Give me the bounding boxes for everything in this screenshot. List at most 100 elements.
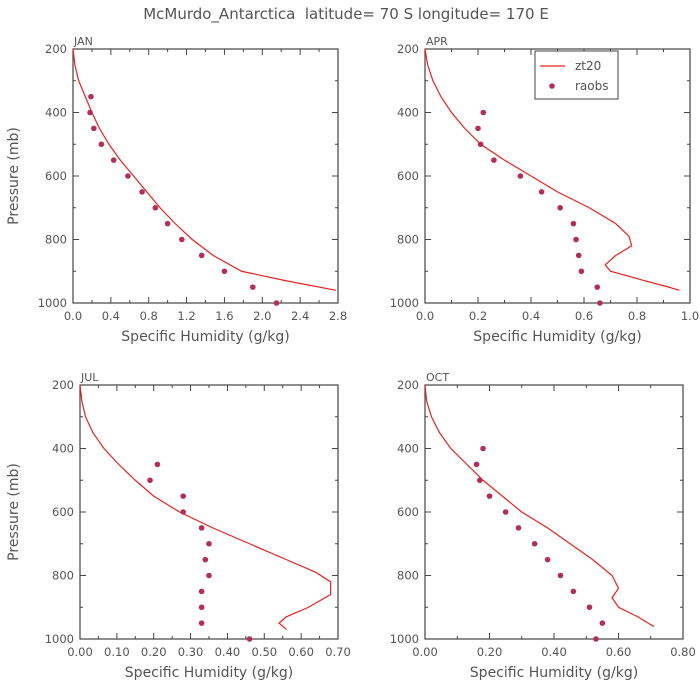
- panel-label: APR: [426, 35, 448, 48]
- x-axis-title: Specific Humidity (g/kg): [121, 329, 289, 345]
- data-point-raobs: [480, 445, 486, 452]
- y-tick-label: 1000: [390, 632, 419, 646]
- data-point-raobs: [125, 173, 131, 179]
- data-point-raobs: [179, 236, 185, 243]
- x-tick-label: 0.80: [670, 645, 696, 659]
- panel-jul: JUL 0.00 0.10 0.20 0.30 0.40 0.50 0.60 0.70 200 40…: [6, 371, 351, 681]
- x-tick-label: 0.60: [288, 645, 314, 659]
- chart-panels: JAN 0.0 0.4 0.8 1.2 1.6 2.0 2.4 2.8 200 400 600 800 1…: [6, 35, 699, 681]
- data-point-raobs: [517, 173, 524, 179]
- x-tick-label: 2.0: [253, 309, 271, 323]
- data-point-raobs: [87, 109, 93, 116]
- x-tick-label: 0.40: [541, 645, 567, 659]
- y-tick-label: 200: [397, 42, 419, 56]
- x-axis-title: Specific Humidity (g/kg): [125, 665, 293, 681]
- plot-frame: [424, 384, 684, 640]
- x-tick-label: 0.0: [64, 309, 82, 323]
- data-point-raobs: [221, 268, 228, 275]
- data-point-raobs: [557, 204, 563, 211]
- x-tick-label: 0.70: [325, 645, 351, 659]
- x-tick-label: 0.00: [67, 645, 93, 659]
- x-tick-label: 1.2: [177, 309, 195, 323]
- x-tick-label: 0.6: [575, 309, 593, 323]
- y-tick-label: 800: [397, 233, 419, 247]
- data-point-raobs: [575, 252, 582, 259]
- x-tick-label: 0.00: [412, 645, 438, 659]
- y-tick-label: 600: [52, 505, 74, 519]
- data-point-raobs: [198, 604, 205, 611]
- x-tick-label: 2.4: [291, 309, 309, 323]
- data-point-raobs: [273, 300, 280, 306]
- data-point-raobs: [570, 588, 577, 595]
- data-point-raobs: [477, 141, 484, 148]
- x-axis-title: Specific Humidity (g/kg): [473, 329, 641, 345]
- data-point-raobs: [206, 572, 212, 579]
- y-tick-label: 600: [397, 169, 419, 183]
- data-point-raobs: [91, 125, 97, 132]
- x-tick-label: 2.8: [329, 309, 347, 323]
- x-tick-label: 0.8: [628, 309, 646, 323]
- data-point-raobs: [502, 509, 509, 515]
- y-axis-title: Pressure (mb): [6, 127, 22, 225]
- x-tick-label: 0.10: [104, 645, 130, 659]
- x-tick-label: 0.20: [477, 645, 503, 659]
- y-tick-label: 600: [397, 505, 419, 519]
- data-point-raobs: [164, 220, 171, 227]
- data-point-raobs: [202, 556, 209, 563]
- y-tick-label: 400: [45, 106, 67, 120]
- data-point-raobs: [475, 125, 481, 132]
- data-point-raobs: [557, 572, 564, 579]
- data-point-raobs: [594, 284, 601, 290]
- figure-title: McMurdo_Antarctica latitude= 70 S longit…: [143, 5, 549, 24]
- data-point-raobs: [491, 157, 497, 163]
- y-tick-label: 200: [52, 378, 74, 392]
- plot-frame: [79, 384, 339, 640]
- x-tick-label: 0.60: [606, 645, 632, 659]
- y-tick-label: 1000: [390, 296, 419, 310]
- series-line-zt20: [72, 48, 337, 291]
- panel-jan: JAN 0.0 0.4 0.8 1.2 1.6 2.0 2.4 2.8 200 400 600 800 1…: [6, 35, 347, 345]
- y-tick-label: 600: [45, 169, 67, 183]
- data-point-raobs: [139, 189, 145, 195]
- data-point-raobs: [180, 509, 186, 515]
- x-tick-label: 0.8: [140, 309, 158, 323]
- y-tick-label: 800: [45, 233, 67, 247]
- data-point-raobs: [586, 604, 593, 611]
- data-point-raobs: [98, 141, 105, 148]
- data-point-raobs: [198, 588, 205, 595]
- x-tick-label: 0.50: [251, 645, 277, 659]
- y-tick-label: 400: [397, 442, 419, 456]
- panel-label: OCT: [426, 371, 449, 384]
- data-point-raobs: [110, 157, 117, 163]
- data-point-raobs: [480, 109, 487, 116]
- x-tick-label: 0.20: [141, 645, 167, 659]
- panel-oct: OCT 0.00 0.20 0.40 0.60 0.80 200 400 600 800 1000 S…: [390, 371, 696, 681]
- y-tick-label: 400: [397, 106, 419, 120]
- data-point-raobs: [544, 556, 551, 563]
- y-tick-label: 200: [45, 42, 67, 56]
- y-tick-label: 400: [52, 442, 74, 456]
- data-point-raobs: [570, 220, 577, 227]
- x-tick-label: 1.0: [681, 309, 699, 323]
- y-tick-label: 800: [397, 569, 419, 583]
- data-point-raobs: [152, 204, 159, 211]
- x-tick-label: 0.40: [215, 645, 241, 659]
- data-point-raobs: [573, 236, 579, 243]
- x-tick-label: 0.2: [469, 309, 487, 323]
- data-point-raobs: [599, 620, 606, 626]
- data-point-raobs: [206, 540, 212, 547]
- data-point-raobs: [531, 540, 538, 547]
- series-line-zt20: [424, 384, 655, 627]
- data-point-raobs: [486, 493, 493, 499]
- data-point-raobs: [147, 477, 153, 484]
- panel-apr: APR 0.0 0.2 0.4 0.6 0.8 1.0 200 400 600 800 1000 Spe…: [390, 35, 699, 345]
- data-point-raobs: [473, 461, 480, 468]
- data-point-raobs: [593, 636, 599, 642]
- panel-label: JUL: [80, 371, 99, 384]
- y-tick-label: 800: [52, 569, 74, 583]
- y-tick-label: 1000: [45, 632, 74, 646]
- data-point-raobs: [515, 525, 522, 531]
- data-point-raobs: [246, 636, 253, 642]
- panel-label: JAN: [73, 35, 93, 48]
- legend-box: [534, 50, 619, 100]
